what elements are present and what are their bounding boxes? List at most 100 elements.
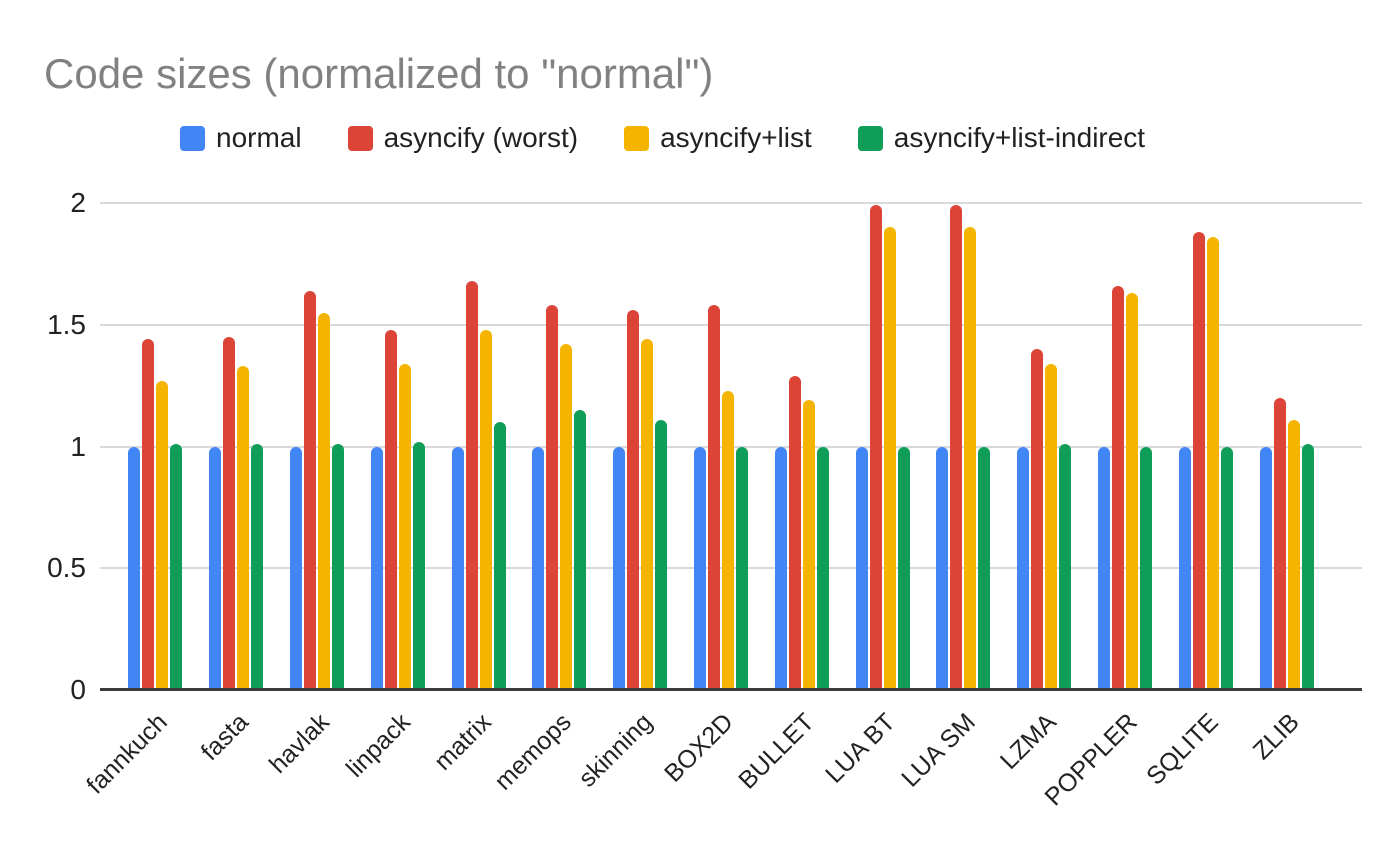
bar-group-matrix (438, 203, 519, 690)
legend-item-asyncify-worst: asyncify (worst) (347, 122, 579, 154)
legend-swatch-asyncify-list-indirect (857, 125, 883, 151)
bar-asyncify-list-zlib (1287, 419, 1300, 690)
bar-asyncify-list-indirect-sqlite (1220, 446, 1233, 690)
legend-item-asyncify-list: asyncify+list (624, 122, 812, 154)
bar-normal-bullet (774, 446, 787, 690)
bar-asyncify-list-havlak (317, 312, 330, 690)
ytick-label-1.5: 1.5 (47, 308, 86, 340)
bar-normal-poppler (1097, 446, 1110, 690)
legend-label: normal (216, 122, 302, 153)
x-axis-line (100, 688, 1362, 691)
legend-item-normal: normal (180, 122, 302, 154)
bar-asyncify-list-fasta (237, 366, 250, 690)
legend-swatch-asyncify-worst (347, 125, 373, 151)
bar-normal-fasta (209, 446, 222, 690)
bar-asyncify-worst-poppler (1111, 285, 1124, 690)
bar-asyncify-list-memops (560, 344, 573, 690)
bar-normal-sqlite (1178, 446, 1191, 690)
bar-asyncify-worst-linpack (384, 329, 397, 690)
bar-group-linpack (357, 203, 438, 690)
bar-asyncify-worst-bullet (788, 375, 801, 690)
bar-asyncify-worst-skinning (627, 310, 640, 690)
bar-asyncify-list-matrix (479, 329, 492, 690)
chart-legend: normal asyncify (worst) asyncify+list async… (180, 122, 1145, 154)
bar-asyncify-list-indirect-memops (574, 410, 587, 690)
bar-asyncify-list-skinning (641, 339, 654, 690)
chart-title: Code sizes (normalized to "normal") (44, 50, 714, 97)
bar-normal-zlib (1259, 446, 1272, 690)
ytick-label-2: 2 (70, 187, 86, 218)
bar-asyncify-list-indirect-skinning (655, 419, 668, 690)
legend-swatch-normal (180, 125, 205, 151)
bar-asyncify-worst-fannkuch (142, 339, 155, 690)
ytick-label-0.5: 0.5 (47, 552, 86, 584)
legend-swatch-asyncify-list (624, 125, 650, 151)
bar-normal-linpack (370, 446, 383, 690)
legend-item-asyncify-list-indirect: asyncify+list-indirect (857, 122, 1146, 154)
ytick-label-0: 0 (70, 674, 86, 705)
bar-normal-lua-sm (936, 446, 949, 690)
bar-asyncify-worst-lua-bt (869, 205, 882, 690)
bar-asyncify-list-indirect-matrix (493, 422, 506, 690)
bar-group-fasta (196, 203, 277, 690)
bar-normal-matrix (451, 446, 464, 690)
bar-asyncify-worst-matrix (465, 280, 478, 690)
bar-group-box2d (681, 203, 762, 690)
bar-asyncify-list-indirect-box2d (735, 446, 748, 690)
bar-normal-box2d (693, 446, 706, 690)
legend-label: asyncify+list-indirect (893, 122, 1146, 153)
bar-asyncify-list-indirect-linpack (412, 441, 425, 690)
bar-group-lua-bt (842, 203, 923, 690)
bar-asyncify-list-indirect-lzma (1059, 444, 1072, 690)
x-axis-labels: fannkuch fasta havlak linpack matrix memops sk… (82, 700, 1327, 852)
bar-asyncify-list-lua-bt (883, 227, 896, 690)
bar-asyncify-list-poppler (1125, 293, 1138, 690)
legend-label: asyncify (worst) (383, 122, 579, 153)
bar-asyncify-worst-lua-sm (950, 205, 963, 690)
bar-normal-memops (532, 446, 545, 690)
ytick-label-1: 1 (70, 430, 86, 462)
bar-asyncify-worst-zlib (1273, 397, 1286, 690)
bar-asyncify-list-linpack (398, 363, 411, 690)
bar-asyncify-list-box2d (721, 390, 734, 690)
bar-group-poppler (1085, 203, 1166, 690)
bar-group-memops (519, 203, 600, 690)
bar-normal-lzma (1017, 446, 1030, 690)
bar-asyncify-list-fannkuch (156, 380, 169, 690)
bar-asyncify-worst-havlak (303, 290, 316, 690)
bar-group-havlak (277, 203, 358, 690)
bar-asyncify-list-indirect-zlib (1301, 444, 1314, 690)
bar-asyncify-list-indirect-fasta (251, 444, 264, 690)
bar-normal-lua-bt (855, 446, 868, 690)
bars-region (115, 203, 1327, 690)
bar-group-fannkuch (115, 203, 196, 690)
bar-group-sqlite (1165, 203, 1246, 690)
bar-asyncify-worst-box2d (707, 305, 720, 690)
bar-group-zlib (1246, 203, 1327, 690)
bar-asyncify-list-indirect-poppler (1139, 446, 1152, 690)
bar-asyncify-list-indirect-lua-bt (897, 446, 910, 690)
bar-asyncify-worst-fasta (223, 336, 236, 690)
bar-asyncify-list-bullet (802, 400, 815, 690)
legend-label: asyncify+list (660, 122, 812, 153)
bar-asyncify-worst-lzma (1031, 349, 1044, 690)
bar-group-lua-sm (923, 203, 1004, 690)
gridline-2 (100, 202, 1362, 204)
bar-normal-havlak (289, 446, 302, 690)
bar-asyncify-list-indirect-fannkuch (170, 444, 183, 690)
bar-asyncify-list-lzma (1045, 363, 1058, 690)
bar-group-bullet (761, 203, 842, 690)
bar-asyncify-worst-sqlite (1192, 232, 1205, 690)
bar-asyncify-list-sqlite (1206, 237, 1219, 690)
bar-asyncify-list-indirect-havlak (331, 444, 344, 690)
bar-group-lzma (1004, 203, 1085, 690)
bar-asyncify-list-indirect-bullet (816, 446, 829, 690)
bar-group-skinning (600, 203, 681, 690)
bar-normal-skinning (613, 446, 626, 690)
bar-asyncify-list-indirect-lua-sm (978, 446, 991, 690)
bar-asyncify-list-lua-sm (964, 227, 977, 690)
bar-asyncify-worst-memops (546, 305, 559, 690)
bar-normal-fannkuch (128, 446, 141, 690)
